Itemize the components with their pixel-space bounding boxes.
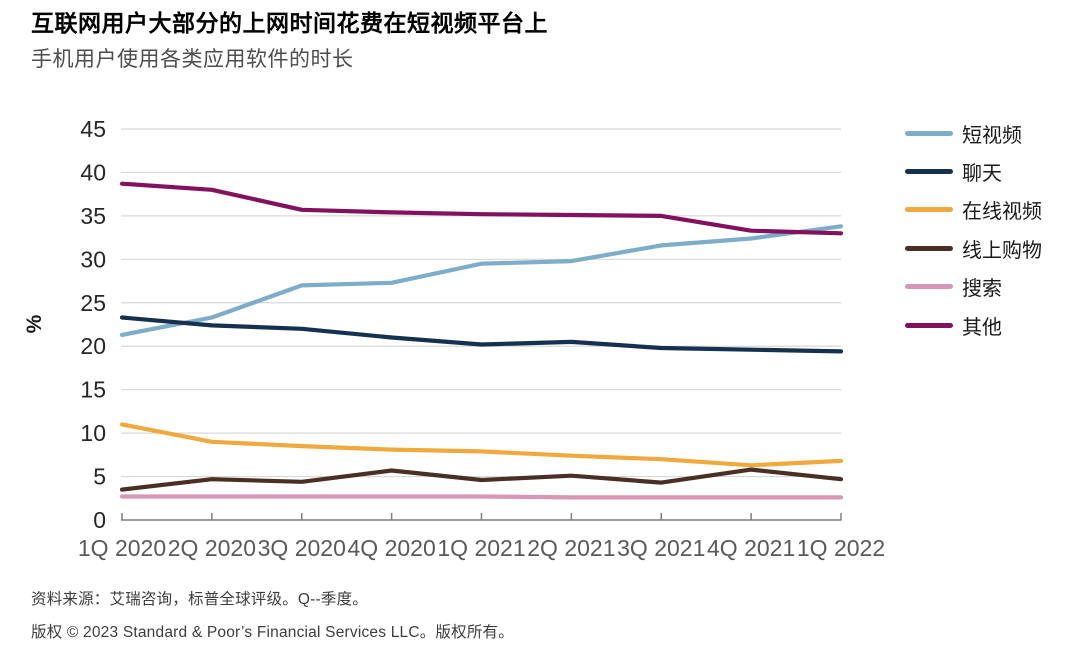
chart-title: 互联网用户大部分的上网时间花费在短视频平台上 bbox=[31, 10, 548, 36]
legend-label: 搜索 bbox=[962, 278, 1002, 301]
legend-item-short-video: 短视频 bbox=[905, 114, 1075, 152]
x-axis-tick-label: 1Q 2022 bbox=[797, 535, 885, 561]
series-line-1 bbox=[119, 315, 844, 354]
copyright-note: 版权 © 2023 Standard & Poor’s Financial Se… bbox=[31, 624, 514, 641]
legend-item-online-video: 在线视频 bbox=[905, 191, 1075, 229]
legend-item-search: 搜索 bbox=[905, 268, 1075, 306]
y-axis-tick-label: 45 bbox=[80, 116, 106, 142]
y-axis-tick-label: 0 bbox=[93, 507, 106, 533]
y-axis-tick-label: 25 bbox=[80, 290, 106, 316]
legend-swatch bbox=[905, 284, 953, 290]
legend: 短视频 聊天 在线视频 线上购物 搜索 其他 bbox=[905, 114, 1075, 344]
legend-swatch bbox=[905, 207, 953, 213]
legend-swatch bbox=[905, 322, 953, 328]
legend-item-chat: 聊天 bbox=[905, 152, 1075, 190]
series-line-0 bbox=[119, 224, 844, 337]
legend-label: 线上购物 bbox=[962, 239, 1042, 262]
x-axis-tick-label: 1Q 2020 bbox=[78, 535, 166, 561]
y-axis-tick-label: 10 bbox=[80, 420, 106, 446]
legend-swatch bbox=[905, 130, 953, 136]
y-axis-tick-label: 30 bbox=[80, 246, 106, 272]
legend-label: 聊天 bbox=[962, 163, 1002, 186]
legend-swatch bbox=[905, 169, 953, 175]
x-axis-tick-label: 3Q 2021 bbox=[617, 535, 705, 561]
series-line-4 bbox=[119, 494, 844, 500]
x-axis-tick-label: 4Q 2020 bbox=[348, 535, 436, 561]
y-axis-tick-label: 5 bbox=[93, 464, 106, 490]
chart-subtitle: 手机用户使用各类应用软件的时长 bbox=[31, 48, 354, 71]
legend-label: 短视频 bbox=[962, 124, 1022, 147]
y-axis-tick-label: 15 bbox=[80, 377, 106, 403]
y-axis-tick-label: 40 bbox=[80, 159, 106, 185]
x-axis-tick-label: 2Q 2021 bbox=[527, 535, 615, 561]
legend-label: 其他 bbox=[962, 316, 1002, 339]
legend-label: 在线视频 bbox=[962, 201, 1042, 224]
y-axis-title: % bbox=[23, 314, 46, 333]
x-axis-tick-label: 3Q 2020 bbox=[258, 535, 346, 561]
x-axis-tick-label: 2Q 2020 bbox=[168, 535, 256, 561]
series-line-2 bbox=[119, 422, 844, 468]
legend-swatch bbox=[905, 245, 953, 251]
y-axis-tick-label: 20 bbox=[80, 333, 106, 359]
series-line-5 bbox=[119, 181, 844, 236]
legend-item-online-shopping: 线上购物 bbox=[905, 229, 1075, 267]
x-axis-tick-label: 4Q 2021 bbox=[707, 535, 795, 561]
x-axis-tick-label: 1Q 2021 bbox=[437, 535, 525, 561]
legend-item-other: 其他 bbox=[905, 306, 1075, 344]
series-line-3 bbox=[119, 467, 844, 492]
source-note: 资料来源：艾瑞咨询，标普全球评级。Q--季度。 bbox=[31, 591, 368, 608]
y-axis-tick-label: 35 bbox=[80, 203, 106, 229]
